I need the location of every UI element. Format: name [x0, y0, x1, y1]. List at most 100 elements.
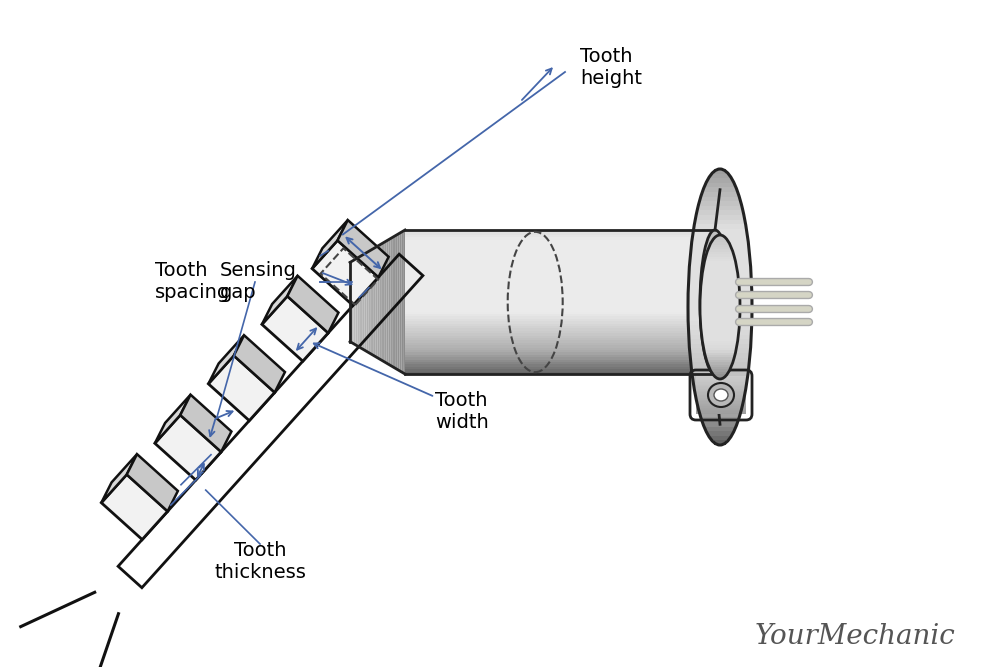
- Polygon shape: [714, 169, 726, 173]
- Polygon shape: [716, 377, 724, 379]
- Polygon shape: [405, 283, 715, 285]
- Polygon shape: [696, 395, 746, 396]
- Polygon shape: [405, 299, 715, 302]
- Polygon shape: [696, 402, 746, 403]
- Polygon shape: [689, 270, 751, 275]
- Polygon shape: [705, 355, 735, 358]
- Polygon shape: [381, 243, 383, 361]
- Polygon shape: [700, 317, 740, 319]
- Polygon shape: [401, 231, 403, 373]
- Polygon shape: [405, 360, 715, 362]
- Polygon shape: [405, 340, 715, 343]
- Polygon shape: [714, 440, 726, 445]
- Polygon shape: [383, 242, 385, 362]
- Polygon shape: [700, 295, 740, 297]
- Polygon shape: [696, 412, 746, 413]
- Polygon shape: [405, 319, 715, 321]
- Polygon shape: [405, 352, 715, 355]
- Polygon shape: [359, 256, 361, 348]
- Polygon shape: [405, 295, 715, 297]
- Polygon shape: [703, 422, 737, 427]
- Polygon shape: [405, 290, 715, 292]
- Polygon shape: [696, 413, 746, 414]
- Polygon shape: [696, 408, 746, 409]
- Ellipse shape: [714, 389, 728, 401]
- Polygon shape: [696, 410, 746, 412]
- Polygon shape: [696, 394, 746, 395]
- Polygon shape: [688, 293, 752, 297]
- Polygon shape: [711, 370, 729, 372]
- Ellipse shape: [708, 383, 734, 407]
- Polygon shape: [405, 348, 715, 350]
- Polygon shape: [405, 302, 715, 304]
- Polygon shape: [101, 454, 137, 503]
- Polygon shape: [398, 233, 399, 371]
- Polygon shape: [388, 239, 390, 366]
- Polygon shape: [692, 238, 748, 243]
- Polygon shape: [696, 405, 746, 406]
- Polygon shape: [405, 259, 715, 261]
- Polygon shape: [709, 367, 731, 370]
- Polygon shape: [405, 314, 715, 316]
- Polygon shape: [689, 330, 751, 335]
- Polygon shape: [693, 381, 747, 386]
- Polygon shape: [405, 358, 715, 360]
- Polygon shape: [712, 240, 728, 242]
- Polygon shape: [689, 275, 751, 279]
- Polygon shape: [405, 256, 715, 259]
- Polygon shape: [405, 372, 715, 374]
- Polygon shape: [405, 326, 715, 328]
- Polygon shape: [695, 219, 745, 224]
- Polygon shape: [709, 245, 731, 247]
- Polygon shape: [405, 280, 715, 283]
- Polygon shape: [691, 362, 749, 367]
- Polygon shape: [405, 334, 715, 336]
- Polygon shape: [700, 321, 740, 323]
- Polygon shape: [405, 331, 715, 334]
- Polygon shape: [405, 251, 715, 254]
- Polygon shape: [405, 321, 715, 323]
- Polygon shape: [696, 392, 746, 394]
- Polygon shape: [703, 269, 737, 271]
- Polygon shape: [696, 398, 746, 399]
- Polygon shape: [405, 254, 715, 256]
- Polygon shape: [405, 273, 715, 275]
- Polygon shape: [698, 206, 742, 210]
- Polygon shape: [700, 305, 740, 307]
- Polygon shape: [370, 249, 372, 355]
- Polygon shape: [405, 336, 715, 338]
- Polygon shape: [701, 323, 739, 326]
- Polygon shape: [385, 241, 387, 364]
- Polygon shape: [396, 234, 398, 370]
- Polygon shape: [372, 248, 374, 356]
- Polygon shape: [689, 340, 751, 344]
- Polygon shape: [356, 258, 357, 346]
- Polygon shape: [405, 350, 715, 352]
- Polygon shape: [405, 297, 715, 299]
- Polygon shape: [693, 376, 747, 381]
- Polygon shape: [697, 399, 743, 404]
- Polygon shape: [399, 232, 401, 372]
- Polygon shape: [688, 321, 752, 325]
- Polygon shape: [704, 264, 736, 266]
- Polygon shape: [405, 362, 715, 364]
- Polygon shape: [716, 235, 724, 237]
- Polygon shape: [694, 386, 746, 390]
- Polygon shape: [700, 297, 740, 299]
- Polygon shape: [703, 343, 737, 346]
- Polygon shape: [262, 296, 328, 362]
- Polygon shape: [708, 362, 732, 365]
- Polygon shape: [354, 259, 356, 345]
- Polygon shape: [405, 307, 715, 309]
- Polygon shape: [690, 261, 750, 265]
- Polygon shape: [387, 239, 388, 364]
- Polygon shape: [696, 384, 746, 385]
- Polygon shape: [394, 235, 396, 369]
- Polygon shape: [405, 232, 715, 235]
- Polygon shape: [405, 263, 715, 266]
- Polygon shape: [702, 273, 738, 275]
- Polygon shape: [701, 285, 739, 287]
- Polygon shape: [405, 309, 715, 311]
- Polygon shape: [701, 287, 739, 290]
- Polygon shape: [700, 319, 740, 321]
